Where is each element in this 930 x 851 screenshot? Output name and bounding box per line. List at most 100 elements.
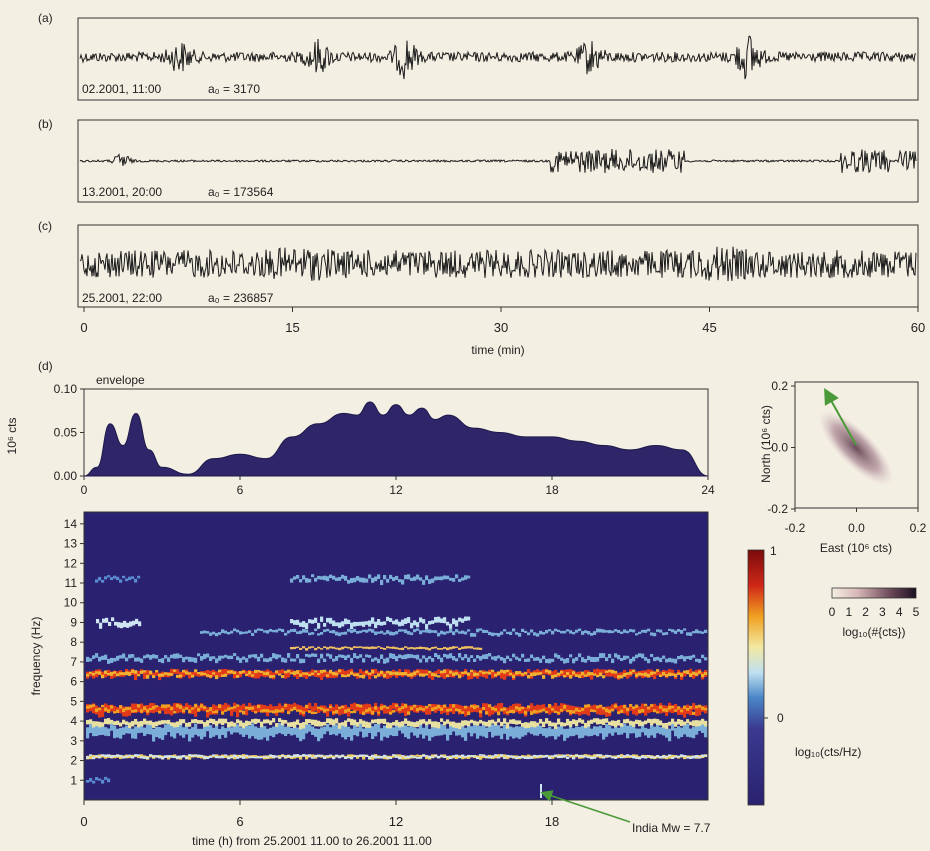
spectrogram-cell (314, 653, 318, 657)
envelope-xtick-label: 12 (389, 483, 403, 497)
spectrogram-cell (98, 778, 102, 781)
spectrogram-cell (578, 671, 582, 677)
spectrogram-cell (545, 629, 549, 634)
spectrogram-cell (365, 709, 369, 713)
spectrogram-cell (89, 704, 93, 709)
spectrogram-cell (101, 755, 105, 758)
spectrogram-cell (365, 755, 369, 758)
spectrogram-cell (425, 705, 429, 709)
spectrogram-cell (125, 706, 129, 717)
spectrogram-cell (134, 657, 138, 662)
spectrogram-cell (263, 726, 267, 738)
spectrogram-cell (512, 727, 516, 739)
spectrogram-cell (704, 754, 708, 757)
spectrogram-cell (695, 755, 699, 758)
spectrogram-cell (302, 646, 306, 649)
spectrogram-cell (656, 668, 660, 676)
spectrogram-cell (671, 705, 675, 714)
spectrogram-cell (608, 669, 612, 677)
spectrogram-cell (218, 632, 222, 635)
spectrogram-cell (404, 703, 408, 708)
spectrogram-cell (347, 669, 351, 677)
spectrogram-cell (122, 719, 126, 725)
spectrogram-cell (308, 724, 312, 732)
spectrogram-cell (596, 674, 600, 678)
spectrogram-cell (563, 674, 567, 678)
spectrogram-cell (284, 632, 288, 636)
spectrogram-cell (299, 709, 303, 713)
spectrogram-cell (323, 629, 327, 633)
scatter-xtick-label: 0.2 (910, 521, 927, 535)
spectrogram-cell (662, 671, 666, 676)
spectrogram-cell (320, 648, 324, 650)
spectrogram-cell (194, 754, 198, 757)
spectrogram-cell (191, 719, 195, 724)
spectrogram-cell (338, 755, 342, 759)
spectrogram-cell (542, 632, 546, 635)
spectrogram-cell (95, 725, 99, 737)
spectrogram-cell (344, 670, 348, 676)
spectrogram-cell (416, 756, 420, 759)
spectrogram-cell (638, 728, 642, 737)
spectrogram-cell (170, 724, 174, 737)
spectrogram-cell (416, 707, 420, 712)
spectrogram-cell (422, 708, 426, 711)
spectrogram-cell (581, 719, 585, 724)
spectrogram-cell (389, 574, 393, 579)
spectrogram-cell (407, 653, 411, 659)
spectrogram-cell (680, 655, 684, 660)
spectrogram-cell (155, 669, 159, 673)
spectrogram-cell (485, 703, 489, 713)
spectrogram-cell (137, 705, 141, 713)
spectrogram-cell (299, 579, 303, 583)
spectrogram-cell (86, 656, 90, 662)
spectrogram-cell (698, 630, 702, 634)
spectrogram-cell (509, 672, 513, 676)
spectrogram-cell (155, 755, 159, 758)
spectrogram-cell (440, 724, 444, 736)
spectrogram-cell (569, 669, 573, 677)
spectrogram-cell (245, 706, 249, 710)
spectrogram-cell (656, 705, 660, 712)
spectrogram-cell (527, 669, 531, 674)
spectrogram-cell (353, 724, 357, 736)
scatter-xtick-label: -0.2 (785, 521, 806, 535)
spectrogram-cell (135, 618, 139, 625)
spectrogram-cell (419, 646, 423, 650)
density-tick-label: 4 (896, 605, 903, 619)
spectrogram-cell (617, 629, 621, 633)
spectrogram-cell (671, 754, 675, 758)
spectrogram-cell (635, 728, 639, 738)
spectrogram-cell (311, 619, 315, 624)
spectrogram-cell (203, 756, 207, 759)
spectrogram-cell (701, 654, 705, 659)
spectrogram-cell (242, 724, 246, 737)
spectrogram-cell (176, 756, 180, 759)
spectrogram-cell (401, 756, 405, 760)
spectrogram-cell (212, 754, 216, 756)
spectrogram-cell (347, 754, 351, 759)
spectrogram-cell (113, 711, 117, 714)
spectrogram-cell (566, 709, 570, 712)
spectrogram-cell (272, 718, 276, 723)
spectrogram-cell (479, 670, 483, 677)
spectrogram-cell (374, 576, 378, 582)
spectrogram-cell (377, 619, 381, 626)
spectrogram-cell (401, 647, 405, 651)
spectrogram-cell (377, 646, 381, 648)
spectrogram-cell (251, 723, 255, 737)
spectrogram-cell (242, 631, 246, 634)
spectrogram-cell (203, 630, 207, 634)
spectrogram-cell (515, 632, 519, 635)
spectrogram-cell (662, 655, 666, 659)
spectrogram-cell (188, 672, 192, 675)
spectrogram-cell (128, 754, 132, 757)
spectrogram-cell (416, 647, 420, 649)
spectrogram-cell (536, 672, 540, 676)
spectrogram-cell (290, 658, 294, 662)
spectrogram-cell (383, 621, 387, 625)
spectrogram-cell (140, 709, 144, 713)
spectrogram-cell (575, 707, 579, 712)
spectrogram-cell (545, 706, 549, 713)
